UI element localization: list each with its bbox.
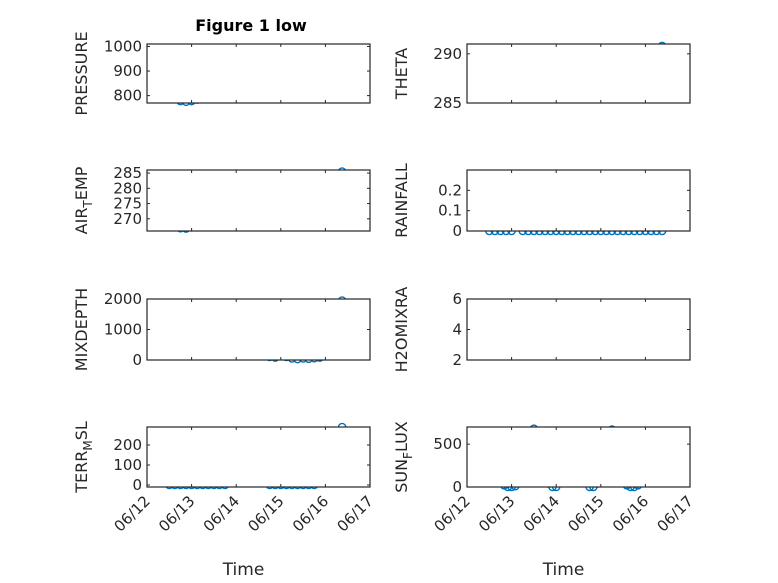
y-tick-label: 1000 (104, 37, 142, 55)
y-tick-label: 280 (113, 179, 142, 197)
y-tick-label: 200 (113, 436, 142, 454)
y-axis-label-subscript: F (401, 452, 415, 459)
panel-theta: 285 290 THETA (392, 41, 691, 112)
x-axis-label: Time (222, 560, 265, 580)
y-tick-label: 270 (113, 210, 142, 228)
y-axis-label: RAINFALL (392, 163, 411, 238)
y-axis-label-part: EMP (72, 166, 91, 200)
y-tick-label: 0.1 (438, 202, 462, 220)
panel-rainfall: 0 0.1 0.2 RAINFALL (392, 163, 691, 240)
y-axis-label-subscript: T (81, 200, 95, 209)
y-tick-label: 275 (113, 195, 142, 213)
y-tick-label: 285 (113, 164, 142, 182)
axes-frame (146, 43, 371, 104)
y-axis-label-part: SL (72, 421, 91, 440)
y-axis-label-part: TERR (72, 451, 91, 494)
y-axis-label: SUNFLUX (392, 421, 415, 493)
y-axis-label-part: LUX (392, 421, 411, 452)
axes-frame (146, 169, 371, 232)
y-tick-label: 900 (113, 62, 142, 80)
y-tick-label: 500 (433, 435, 462, 453)
panel-h2omixra: 2 4 6 H2OMIXRA (392, 287, 691, 373)
y-tick-label: 0.2 (438, 181, 462, 199)
y-tick-label: 1000 (104, 321, 142, 339)
figure-title: Figure 1 low (195, 16, 307, 35)
axes-frame (146, 298, 371, 361)
y-axis-label: THETA (392, 48, 411, 100)
axes-frame (466, 298, 691, 361)
y-axis-label: TERRMSL (72, 421, 95, 494)
y-tick-label: 285 (433, 94, 462, 112)
y-tick-label: 0 (132, 351, 142, 369)
y-axis-label-subscript: M (81, 440, 95, 450)
axes-frame (466, 426, 691, 488)
panel-pressure: 800 900 1000 PRESSURE (72, 31, 371, 116)
y-axis-label-part: SUN (392, 459, 411, 493)
y-axis-label: PRESSURE (72, 31, 91, 115)
y-tick-label: 4 (452, 321, 462, 339)
y-tick-label: 2 (452, 351, 462, 369)
y-tick-label: 6 (452, 290, 462, 308)
y-tick-label: 0 (452, 478, 462, 496)
y-axis-label-part: AIR (72, 208, 91, 235)
y-axis-label: H2OMIXRA (392, 287, 411, 373)
y-tick-label: 0 (132, 476, 142, 494)
x-axis-label: Time (542, 560, 585, 580)
axes-frame (466, 43, 691, 104)
axes-frame (466, 169, 691, 232)
y-tick-label: 800 (113, 87, 142, 105)
y-tick-label: 100 (113, 456, 142, 474)
y-tick-label: 2000 (104, 290, 142, 308)
panel-mixdepth: 0 1000 2000 MIXDEPTH (72, 288, 371, 371)
y-tick-label: 0 (452, 222, 462, 240)
y-axis-label: AIRTEMP (72, 166, 95, 234)
y-axis-label: MIXDEPTH (72, 288, 91, 371)
axes-frame (146, 426, 371, 488)
y-tick-label: 290 (433, 45, 462, 63)
